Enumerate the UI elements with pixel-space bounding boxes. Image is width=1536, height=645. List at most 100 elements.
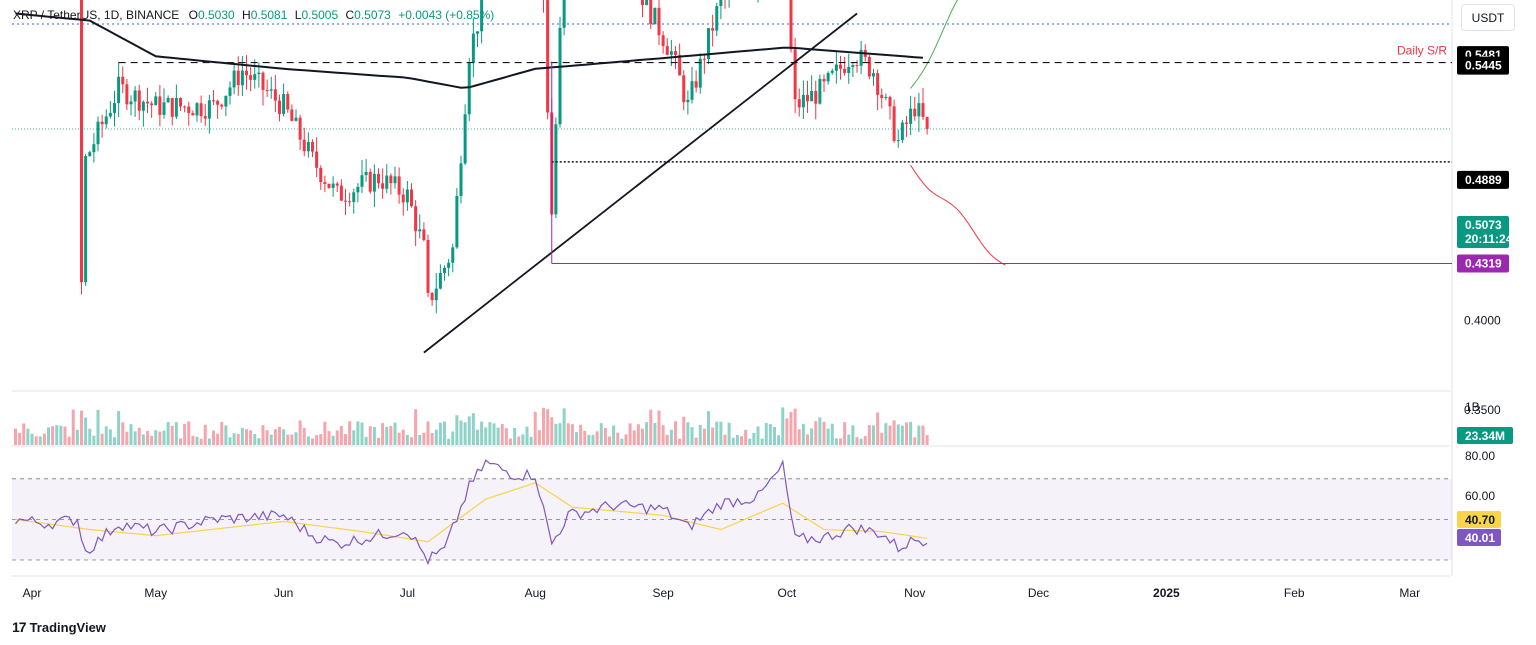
- volume-bar: [203, 424, 207, 445]
- volume-bar: [756, 426, 760, 445]
- volume-bar: [620, 438, 624, 445]
- volume-bar: [575, 432, 578, 445]
- candle-body: [385, 175, 389, 189]
- volume-bar: [236, 433, 240, 445]
- volume-bar: [476, 429, 479, 445]
- candle-body: [269, 89, 273, 91]
- volume-bar: [319, 434, 323, 445]
- volume-bar: [393, 422, 397, 445]
- candle-body: [801, 94, 805, 108]
- candle-body: [913, 108, 917, 117]
- candle-body: [476, 31, 479, 34]
- open-label: O: [188, 8, 198, 22]
- volume-bar: [529, 436, 533, 445]
- tradingview-brand[interactable]: 17 TradingView: [12, 619, 106, 635]
- candle-body: [327, 183, 331, 188]
- volume-bar: [108, 429, 112, 445]
- open-value: 0.5030: [197, 8, 235, 22]
- volume-bar: [863, 435, 867, 445]
- volume-bar: [723, 434, 727, 445]
- candle-body: [352, 192, 356, 202]
- volume-bar: [880, 432, 884, 445]
- candle-body: [888, 96, 892, 107]
- volume-bar: [191, 435, 195, 445]
- volume-bar: [661, 425, 665, 445]
- ascending-trendline: [423, 12, 858, 354]
- x-tick-label: Jul: [400, 586, 415, 600]
- candle-body: [393, 176, 397, 184]
- volume-tick-label: 1B: [1465, 400, 1480, 414]
- candle-body: [220, 104, 224, 107]
- volume-bar: [207, 438, 211, 445]
- volume-bar: [801, 423, 805, 445]
- volume-bar: [430, 433, 434, 445]
- candle-body: [141, 101, 145, 111]
- close-value: 0.5073: [354, 8, 391, 22]
- volume-bar: [179, 438, 182, 445]
- volume-bar: [492, 423, 496, 445]
- rsi-ma-tag: [1457, 511, 1501, 528]
- volume-bar: [740, 436, 743, 445]
- candle-body: [203, 116, 207, 119]
- bullish-projection: [910, 0, 958, 89]
- volume-bar: [641, 428, 644, 445]
- candle-body: [117, 76, 121, 104]
- candle-body: [224, 95, 228, 107]
- candle-body: [414, 206, 418, 232]
- chart-header: XRP / TetherUS, 1D, BINANCE O0.5030 H0.5…: [13, 8, 494, 22]
- candle-body: [641, 0, 644, 6]
- volume-bar: [84, 417, 88, 445]
- candle-body: [921, 103, 925, 117]
- volume-bar: [55, 425, 59, 445]
- volume-bar: [702, 428, 706, 445]
- volume-bar: [405, 434, 409, 445]
- candle-body: [467, 63, 471, 115]
- volume-bar: [253, 433, 257, 445]
- candle-body: [302, 139, 306, 152]
- volume-bar: [653, 422, 657, 445]
- candle-body: [290, 109, 294, 121]
- volume-bar: [455, 415, 459, 445]
- volume-bar: [595, 431, 599, 445]
- last-price-tag-label: 20:11:24: [1465, 232, 1513, 246]
- volume-bar: [744, 429, 748, 445]
- volume-bar: [290, 434, 294, 445]
- volume-bar: [888, 425, 892, 445]
- volume-bar: [781, 407, 785, 445]
- volume-bar: [323, 421, 327, 445]
- volume-bar: [302, 427, 306, 445]
- volume-bar: [657, 410, 661, 445]
- volume-bar: [327, 431, 331, 445]
- rsi-tag-label: 40.01: [1465, 531, 1495, 545]
- candle-body: [191, 113, 195, 116]
- volume-bar: [80, 410, 83, 445]
- volume-bar: [735, 435, 739, 445]
- candle-body: [797, 99, 801, 108]
- volume-bar: [278, 426, 281, 445]
- volume-bar: [199, 438, 203, 445]
- volume-bar: [331, 435, 335, 445]
- currency-button[interactable]: USDT: [1461, 4, 1515, 31]
- candle-body: [377, 173, 380, 184]
- volume-bar: [909, 421, 913, 445]
- candle-body: [707, 28, 710, 60]
- candle-body: [880, 94, 884, 98]
- volume-bar: [496, 427, 500, 445]
- volume-bar: [851, 425, 855, 445]
- volume-bar: [150, 435, 154, 445]
- candle-body: [554, 124, 558, 215]
- volume-bar: [579, 424, 583, 445]
- volume-bar: [183, 424, 187, 445]
- candle-body: [826, 72, 830, 82]
- volume-bar: [818, 417, 822, 445]
- candle-body: [331, 183, 335, 188]
- volume-bar: [42, 433, 46, 445]
- daily-sr-lower-tag-label: 0.5445: [1465, 59, 1502, 73]
- x-tick-label: Sep: [652, 586, 674, 600]
- volume-bar: [273, 429, 277, 445]
- volume-bar: [628, 423, 632, 445]
- volume-bar: [686, 422, 690, 445]
- level-lines: HighDaily S/RDaily S/R: [12, 44, 1452, 265]
- volume-bar: [859, 438, 863, 445]
